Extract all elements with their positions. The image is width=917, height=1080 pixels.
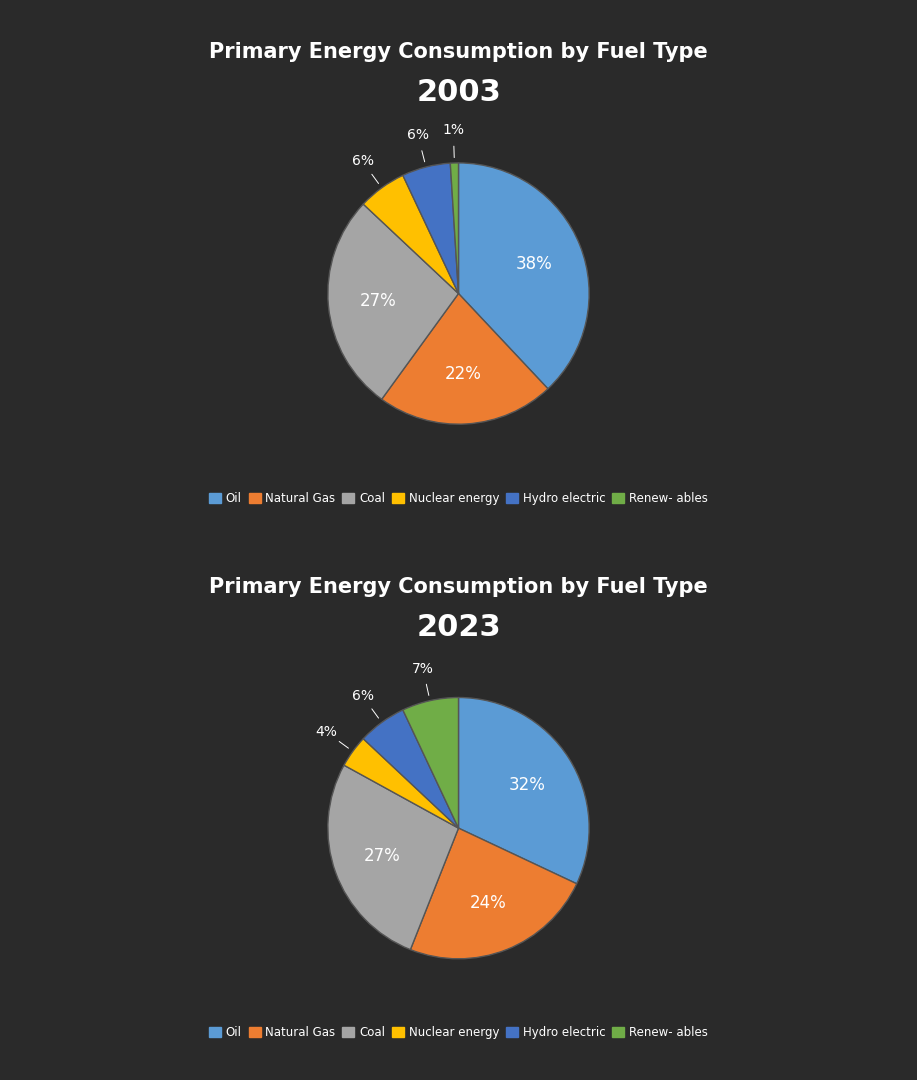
Text: 22%: 22% (445, 365, 482, 383)
Wedge shape (450, 163, 458, 294)
Wedge shape (458, 698, 589, 883)
Wedge shape (363, 710, 458, 828)
Wedge shape (328, 204, 458, 400)
Wedge shape (344, 739, 458, 828)
Text: 6%: 6% (407, 129, 429, 143)
Wedge shape (458, 163, 589, 389)
Wedge shape (403, 698, 458, 828)
Wedge shape (403, 163, 458, 294)
Text: 27%: 27% (364, 847, 401, 865)
Text: Primary Energy Consumption by Fuel Type: Primary Energy Consumption by Fuel Type (209, 577, 708, 597)
Text: 27%: 27% (359, 293, 396, 310)
Wedge shape (381, 294, 548, 424)
Text: 7%: 7% (412, 662, 434, 676)
Text: 38%: 38% (515, 255, 552, 273)
Text: 2023: 2023 (416, 613, 501, 642)
Wedge shape (363, 175, 458, 294)
Text: 6%: 6% (351, 154, 373, 168)
Text: 1%: 1% (442, 123, 464, 137)
Text: 4%: 4% (315, 725, 337, 739)
Text: 2003: 2003 (416, 79, 501, 107)
Legend: Oil, Natural Gas, Coal, Nuclear energy, Hydro electric, Renew- ables: Oil, Natural Gas, Coal, Nuclear energy, … (209, 491, 708, 504)
Wedge shape (411, 828, 577, 959)
Legend: Oil, Natural Gas, Coal, Nuclear energy, Hydro electric, Renew- ables: Oil, Natural Gas, Coal, Nuclear energy, … (209, 1026, 708, 1039)
Text: 24%: 24% (470, 894, 507, 913)
Wedge shape (328, 766, 458, 949)
Text: 6%: 6% (351, 689, 373, 703)
Text: Primary Energy Consumption by Fuel Type: Primary Energy Consumption by Fuel Type (209, 42, 708, 63)
Text: 32%: 32% (508, 775, 546, 794)
